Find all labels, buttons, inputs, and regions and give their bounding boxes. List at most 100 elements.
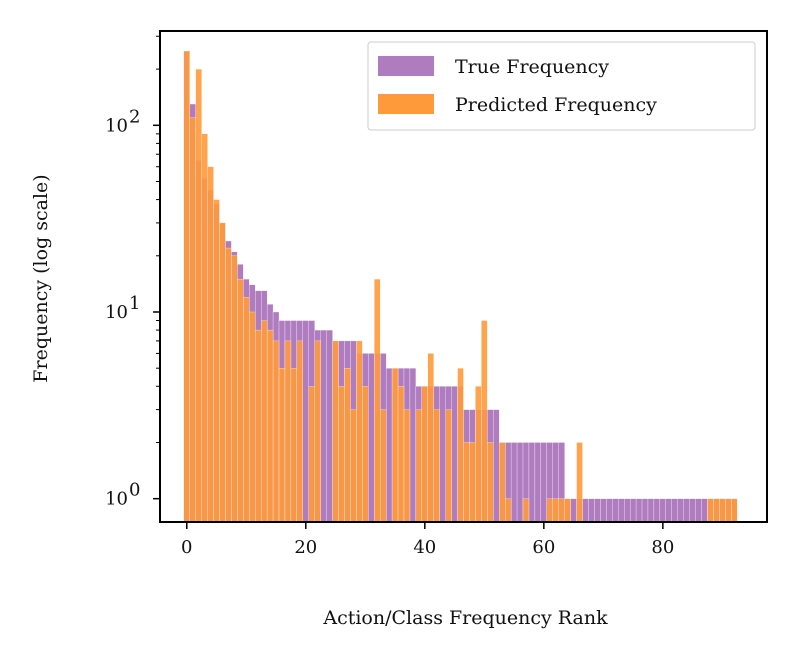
predicted-frequency-bar (272, 340, 280, 523)
true-frequency-bar (641, 498, 649, 523)
predicted-frequency-bar (189, 117, 196, 523)
true-frequency-bar (540, 442, 547, 523)
true-frequency-bar (582, 498, 589, 523)
predicted-frequency-bar (278, 368, 286, 523)
true-frequency-bar (320, 329, 327, 523)
x-tick-label: 0 (181, 537, 192, 558)
true-frequency-bar (451, 386, 458, 523)
legend: True Frequency Predicted Frequency (367, 41, 756, 131)
predicted-frequency-bar (332, 340, 339, 523)
predicted-frequency-bar (475, 386, 482, 523)
true-frequency-bar (612, 498, 619, 523)
predicted-frequency-bar (558, 498, 565, 523)
predicted-frequency-bar (546, 498, 553, 523)
predicted-frequency-bar (505, 498, 512, 523)
predicted-frequency-bar (249, 311, 256, 523)
true-frequency-bar (600, 498, 607, 523)
predicted-frequency-bar (213, 199, 220, 523)
predicted-frequency-bar (725, 498, 732, 523)
predicted-frequency-bar (255, 329, 262, 523)
predicted-frequency-bar (433, 409, 440, 523)
true-frequency-bar (701, 498, 708, 523)
predicted-frequency-bar (266, 329, 274, 523)
true-frequency-bar (528, 442, 536, 523)
true-frequency-bar (618, 498, 625, 523)
true-frequency-bar (534, 442, 542, 523)
y-tick-exponent: 2 (129, 106, 140, 127)
legend-label-predicted-frequency: Predicted Frequency (455, 94, 657, 116)
predicted-frequency-bar (201, 133, 208, 523)
true-frequency-bar (368, 353, 375, 523)
x-tick-label: 80 (651, 537, 674, 558)
true-frequency-bar (594, 498, 601, 523)
predicted-frequency-bar (261, 320, 268, 523)
predicted-frequency-bar (380, 409, 387, 523)
x-axis: 0 20 40 60 80 (181, 522, 674, 558)
true-frequency-bar (409, 368, 417, 523)
y-tick-label: 10 (105, 489, 128, 510)
true-frequency-bar (695, 498, 702, 523)
predicted-frequency-bar (463, 442, 470, 523)
true-frequency-bar (665, 498, 672, 523)
predicted-frequency-bar (344, 368, 351, 523)
predicted-frequency-bar (487, 442, 494, 523)
predicted-frequency-bar (314, 340, 321, 523)
true-frequency-bar (326, 329, 333, 523)
predicted-frequency-bar (397, 386, 405, 523)
predicted-frequency-bar (731, 498, 738, 523)
predicted-frequency-bar (195, 68, 202, 523)
true-frequency-bar (689, 498, 696, 523)
predicted-frequency-bar (403, 409, 411, 523)
true-frequency-bar (677, 498, 684, 523)
predicted-frequency-bar (284, 340, 292, 523)
x-tick-label: 20 (294, 537, 317, 558)
predicted-frequency-bar (421, 386, 428, 523)
true-frequency-bar (606, 498, 613, 523)
predicted-frequency-bar (183, 50, 190, 523)
predicted-frequency-bars (183, 50, 738, 523)
predicted-frequency-bar (481, 320, 488, 523)
predicted-frequency-bar (415, 409, 422, 523)
true-frequency-bar (588, 498, 595, 523)
predicted-frequency-bar (713, 498, 720, 523)
predicted-frequency-bar (237, 278, 244, 523)
predicted-frequency-bar (374, 278, 381, 523)
predicted-frequency-bar (225, 247, 232, 523)
predicted-frequency-bar (576, 442, 583, 523)
predicted-frequency-bar (231, 255, 238, 523)
predicted-frequency-bar (427, 353, 434, 523)
true-frequency-bar (302, 320, 309, 523)
predicted-frequency-bar (338, 386, 345, 523)
y-tick-exponent: 0 (129, 480, 140, 501)
predicted-frequency-bar (552, 498, 559, 523)
predicted-frequency-bar (350, 409, 357, 523)
true-frequency-bar (629, 498, 637, 523)
true-frequency-bar (635, 498, 643, 523)
legend-swatch-true-frequency (378, 56, 434, 76)
predicted-frequency-bar (243, 297, 250, 523)
true-frequency-bar (659, 498, 666, 523)
predicted-frequency-bar (308, 386, 315, 523)
predicted-frequency-bar (219, 222, 226, 523)
predicted-frequency-bar (564, 498, 571, 523)
predicted-frequency-bar (356, 340, 363, 523)
true-frequency-bar (570, 498, 577, 523)
predicted-frequency-bar (499, 442, 506, 523)
predicted-frequency-bar (296, 340, 303, 523)
y-axis-label: Frequency (log scale) (30, 174, 52, 382)
true-frequency-bar (683, 498, 690, 523)
legend-swatch-predicted-frequency (378, 94, 434, 114)
y-tick-exponent: 1 (129, 293, 140, 314)
legend-label-true-frequency: True Frequency (455, 56, 609, 78)
true-frequency-bar (439, 386, 446, 523)
x-tick-label: 40 (413, 537, 436, 558)
plot-area (183, 50, 738, 523)
true-frequency-bar (653, 498, 661, 523)
y-tick-label: 10 (105, 115, 128, 136)
predicted-frequency-bar (522, 498, 530, 523)
predicted-frequency-bar (707, 498, 714, 523)
legend-box (367, 41, 756, 131)
predicted-frequency-bar (362, 386, 369, 523)
